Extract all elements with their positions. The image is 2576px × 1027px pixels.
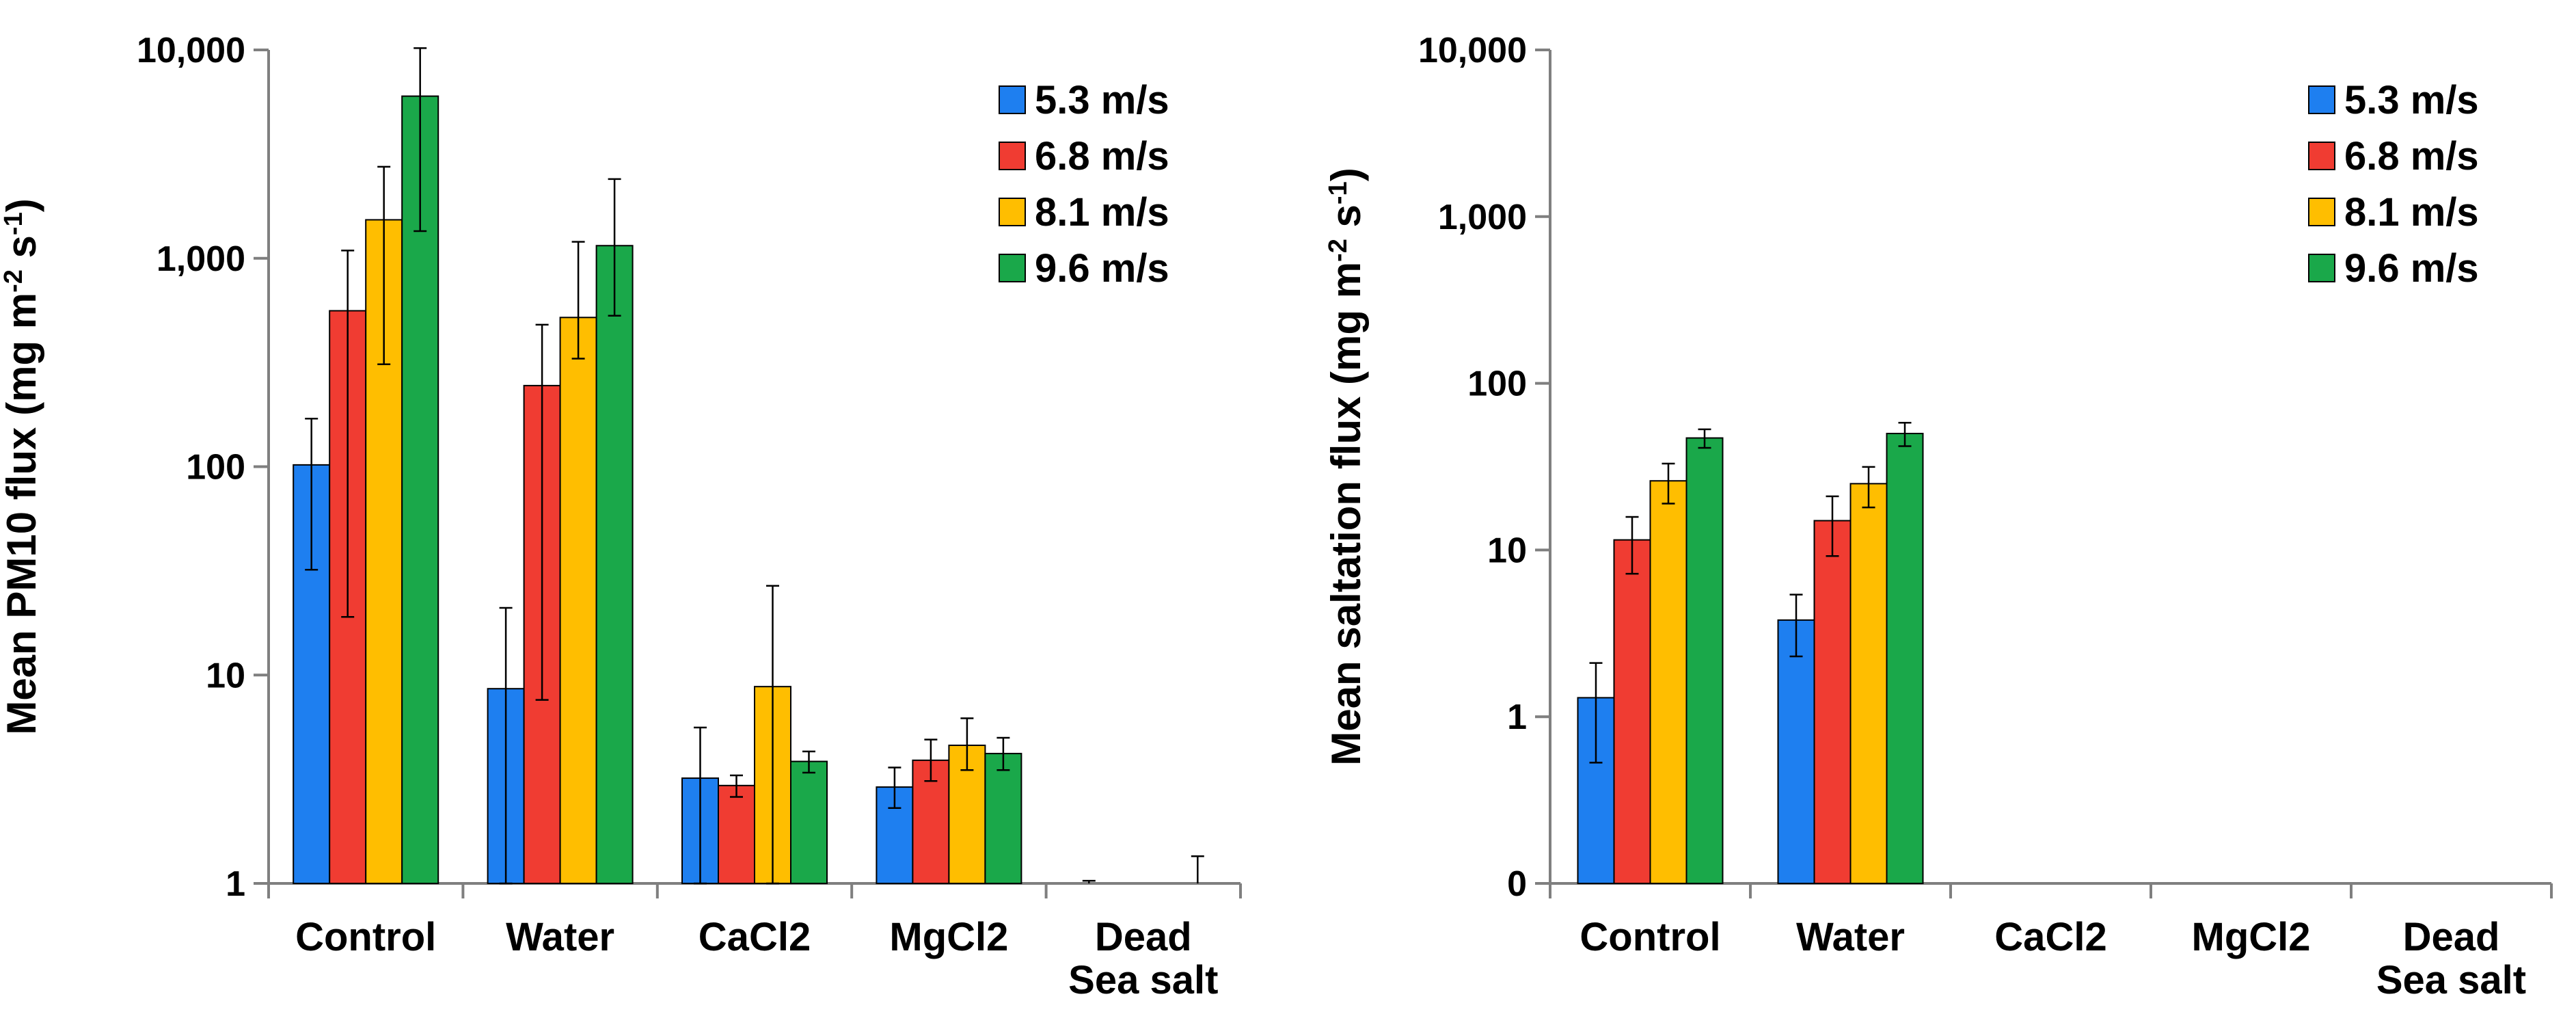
y-tick-label: 100 [1467, 364, 1527, 404]
y-tick-label: 0 [1507, 864, 1527, 904]
x-category-label: MgCl2 [2192, 915, 2311, 959]
saltation-flux-chart: 0 1 10 100 1,000 10,000 Control Water CaCl2 MgCl2… [1323, 31, 2553, 1002]
bar [1813, 520, 1852, 884]
bar [984, 753, 1022, 885]
x-category-label: Dead [2403, 915, 2500, 959]
bar [718, 784, 755, 885]
x-category-label: Water [506, 915, 614, 959]
bar [1685, 437, 1724, 884]
legend-label: 5.3 m/s [2344, 78, 2479, 122]
bar [1849, 483, 1888, 884]
legend-label: 8.1 m/s [1035, 190, 1169, 235]
bar [1886, 432, 1924, 884]
bar [1777, 619, 1815, 884]
x-category-label: CaCl2 [699, 915, 811, 959]
legend-label: 6.8 m/s [2344, 134, 2479, 178]
x-category-label: MgCl2 [889, 915, 1008, 959]
x-category-label: Control [1580, 915, 1720, 959]
bar [1613, 539, 1651, 884]
y-tick-label: 1,000 [1438, 198, 1527, 237]
bar [1649, 480, 1687, 884]
legend-swatch [999, 254, 1026, 282]
y-tick-label: 100 [186, 448, 245, 488]
legend-swatch [999, 198, 1026, 226]
legend-label: 9.6 m/s [1035, 246, 1169, 291]
y-tick-label: 1,000 [157, 239, 245, 279]
y-tick-label: 10 [206, 656, 245, 695]
legend-swatch [2308, 198, 2335, 226]
x-category-label: CaCl2 [1994, 915, 2106, 959]
legend-swatch [999, 142, 1026, 170]
x-category-label: Water [1796, 915, 1905, 959]
x-category-label: Control [295, 915, 436, 959]
x-category-label: Sea salt [1068, 958, 1218, 1002]
pm10-flux-chart: 1 10 100 1,000 10,000 Control Water CaCl2 MgCl2 D… [0, 31, 1242, 1002]
bar [790, 760, 828, 884]
legend-swatch [999, 85, 1026, 114]
bar [365, 219, 403, 885]
bar [595, 245, 634, 884]
legend-label: 6.8 m/s [1035, 134, 1169, 178]
legend-label: 8.1 m/s [2344, 190, 2479, 235]
y-tick-label: 10 [1487, 531, 1527, 570]
legend-label: 9.6 m/s [2344, 246, 2479, 291]
x-category-label: Sea salt [2376, 958, 2526, 1002]
y-tick-label: 1 [226, 864, 245, 904]
legend-swatch [2308, 85, 2335, 114]
y-tick-label: 1 [1507, 697, 1527, 737]
bar [559, 317, 597, 884]
legend-label: 5.3 m/s [1035, 78, 1169, 122]
legend-swatch [2308, 142, 2335, 170]
legend-swatch [2308, 254, 2335, 282]
x-category-label: Dead [1095, 915, 1192, 959]
y-tick-label: 10,000 [1418, 31, 1527, 70]
y-tick-label: 10,000 [137, 31, 245, 70]
y-axis-title: Mean saltation flux (mg m-2 s-1) [1323, 168, 1369, 765]
y-axis-title: Mean PM10 flux (mg m-2 s-1) [0, 198, 44, 734]
